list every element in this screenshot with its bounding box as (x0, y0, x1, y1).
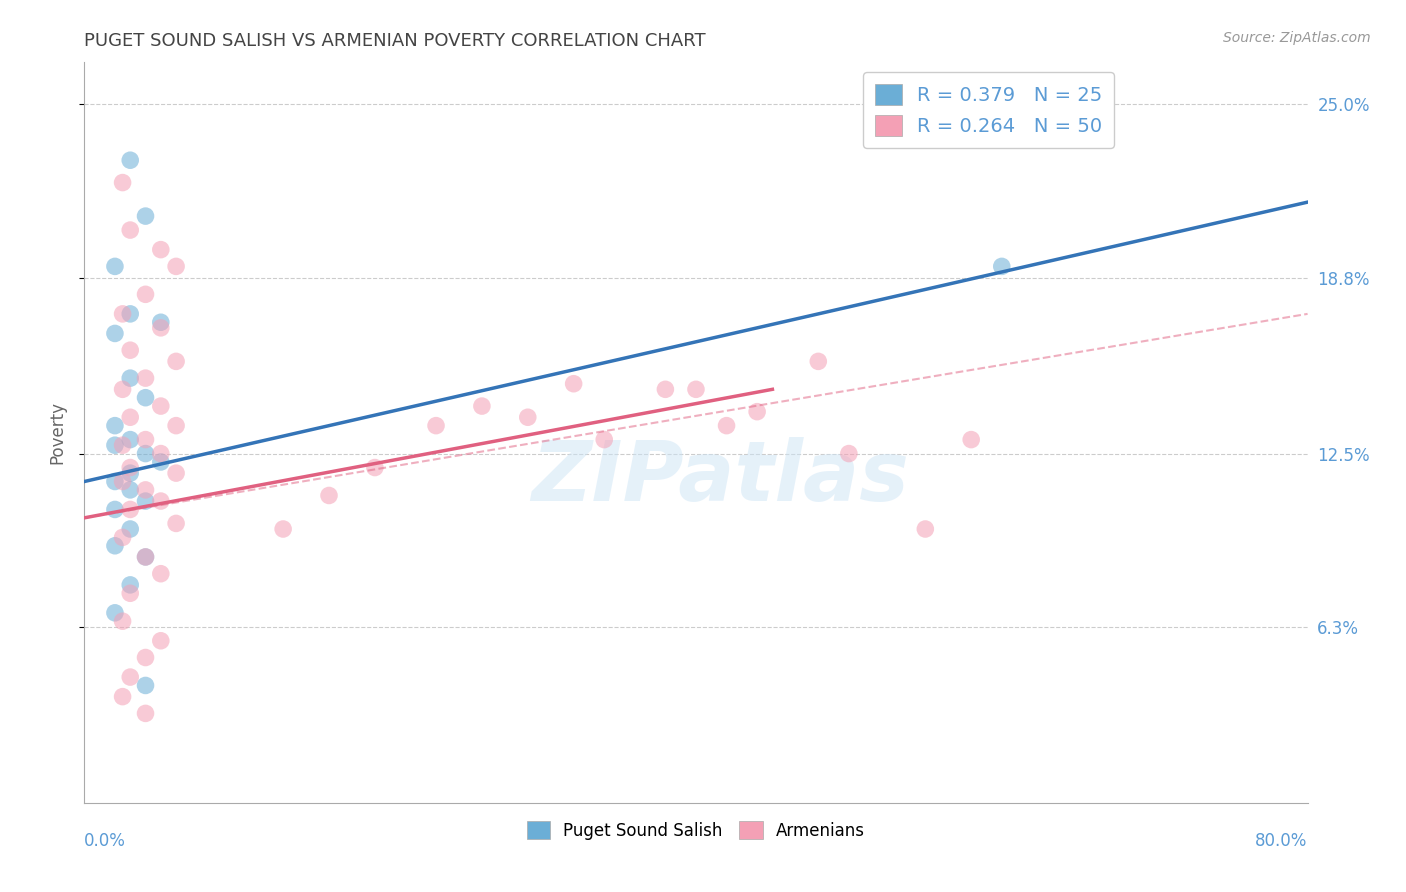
Point (120, 307, 142, 321)
Point (318, 488, 340, 502)
Point (716, 418, 738, 433)
Point (120, 153, 142, 168)
Point (135, 287, 157, 301)
Point (685, 382, 707, 396)
Point (135, 650, 157, 665)
Point (120, 466, 142, 480)
Point (914, 522, 936, 536)
Point (149, 455, 172, 469)
Point (471, 399, 494, 413)
Text: 0.0%: 0.0% (84, 832, 127, 850)
Point (104, 606, 127, 620)
Point (120, 483, 142, 497)
Point (104, 438, 127, 452)
Point (593, 433, 616, 447)
Point (120, 223, 142, 237)
Point (111, 382, 134, 396)
Point (111, 438, 134, 452)
Point (120, 460, 142, 475)
Point (165, 466, 187, 480)
Point (120, 371, 142, 385)
Point (120, 410, 142, 425)
Y-axis label: Poverty: Poverty (48, 401, 66, 464)
Point (654, 382, 676, 396)
Point (104, 502, 127, 516)
Point (149, 321, 172, 335)
Point (135, 209, 157, 223)
Point (165, 354, 187, 368)
Point (120, 670, 142, 684)
Point (149, 399, 172, 413)
Point (807, 354, 830, 368)
Point (135, 483, 157, 497)
Point (135, 549, 157, 564)
Point (165, 418, 187, 433)
Text: Source: ZipAtlas.com: Source: ZipAtlas.com (1223, 31, 1371, 45)
Point (364, 460, 387, 475)
Point (425, 418, 447, 433)
Point (104, 475, 127, 489)
Point (111, 690, 134, 704)
Point (135, 391, 157, 405)
Point (562, 376, 585, 391)
Point (120, 343, 142, 358)
Point (120, 578, 142, 592)
Point (135, 371, 157, 385)
Point (135, 549, 157, 564)
Point (111, 176, 134, 190)
Point (111, 614, 134, 628)
Point (271, 522, 294, 536)
Point (149, 243, 172, 257)
Point (960, 433, 983, 447)
Point (120, 502, 142, 516)
Point (516, 410, 538, 425)
Point (149, 494, 172, 508)
Text: ZIPatlas: ZIPatlas (531, 436, 910, 517)
Point (111, 475, 134, 489)
Point (135, 446, 157, 460)
Text: 80.0%: 80.0% (1256, 832, 1308, 850)
Point (165, 516, 187, 531)
Point (165, 260, 187, 274)
Legend: Puget Sound Salish, Armenians: Puget Sound Salish, Armenians (520, 814, 872, 847)
Point (104, 539, 127, 553)
Point (135, 494, 157, 508)
Point (135, 678, 157, 692)
Point (149, 315, 172, 329)
Point (991, 260, 1014, 274)
Point (149, 633, 172, 648)
Point (838, 446, 860, 460)
Point (104, 326, 127, 341)
Point (120, 522, 142, 536)
Point (120, 586, 142, 600)
Point (135, 706, 157, 721)
Point (747, 405, 769, 419)
Point (111, 530, 134, 544)
Point (149, 446, 172, 460)
Point (149, 566, 172, 581)
Point (104, 418, 127, 433)
Point (120, 433, 142, 447)
Point (111, 307, 134, 321)
Text: PUGET SOUND SALISH VS ARMENIAN POVERTY CORRELATION CHART: PUGET SOUND SALISH VS ARMENIAN POVERTY C… (84, 32, 706, 50)
Point (135, 433, 157, 447)
Point (104, 260, 127, 274)
